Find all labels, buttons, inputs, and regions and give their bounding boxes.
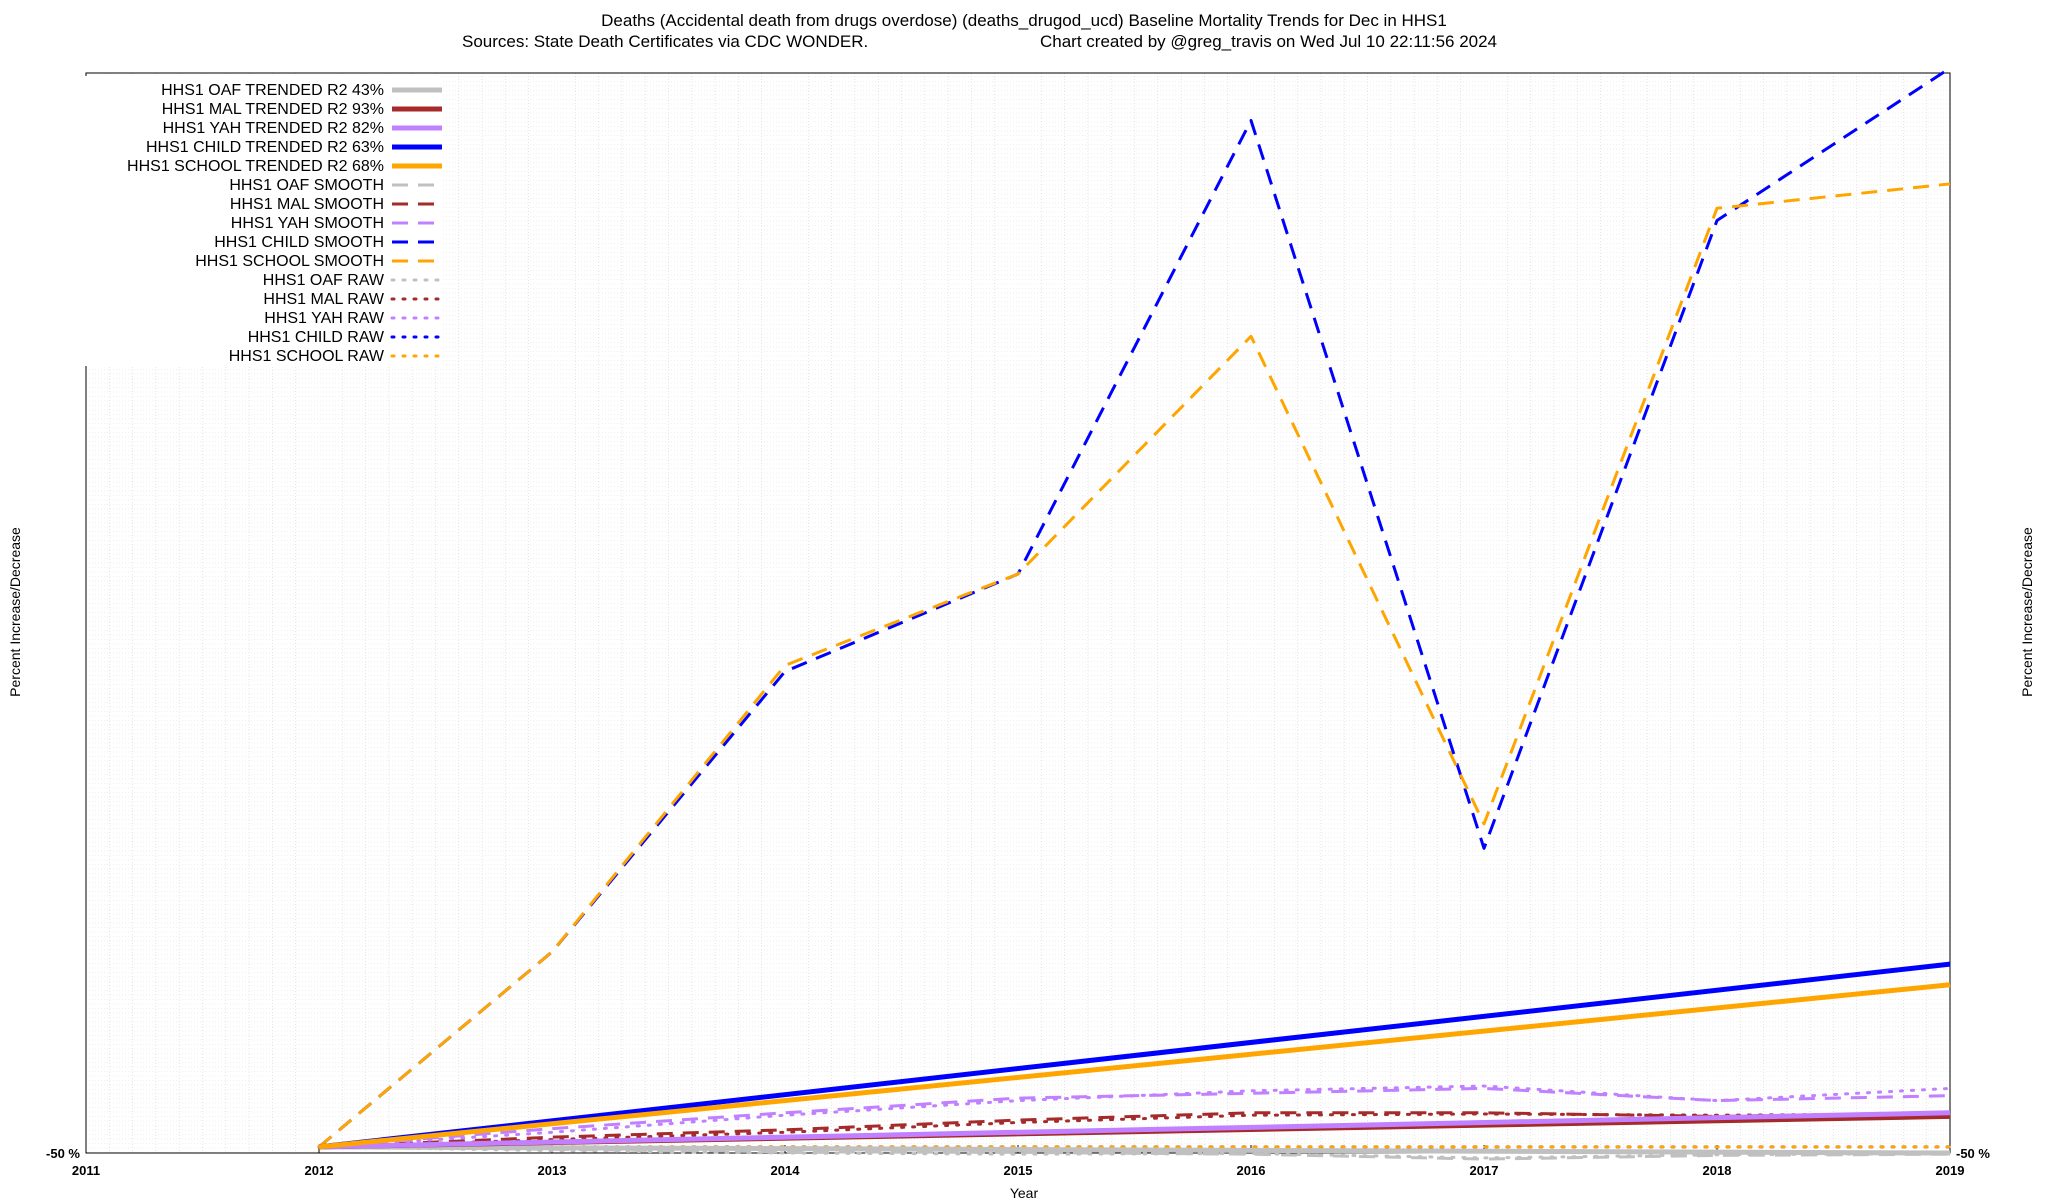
x-tick-label: 2015 (1004, 1163, 1033, 1178)
x-tick-label: 2019 (1936, 1163, 1965, 1178)
y2-axis-label: Percent Increase/Decrease (2019, 527, 2035, 697)
legend-entry-label: HHS1 YAH TRENDED R2 82% (163, 120, 384, 137)
y2-tick-label: -50 % (1956, 1146, 1990, 1161)
legend-entry-label: HHS1 MAL TRENDED R2 93% (162, 101, 384, 118)
x-tick-label: 2018 (1703, 1163, 1732, 1178)
series-lines (317, 66, 1952, 1161)
legend-entry-label: HHS1 SCHOOL SMOOTH (195, 253, 384, 270)
series-line-4 (318, 961, 1951, 1150)
series-line-3 (318, 1110, 1951, 1150)
chart-title: Deaths (Accidental death from drugs over… (462, 11, 1497, 51)
y-axis-label: Percent Increase/Decrease (7, 527, 23, 697)
legend-entry-label: HHS1 CHILD SMOOTH (214, 234, 384, 251)
series-line-10 (318, 182, 1951, 1149)
x-axis-label: Year (1010, 1185, 1039, 1200)
legend-entry-label: HHS1 MAL RAW (263, 291, 385, 308)
x-tick-label: 2017 (1470, 1163, 1499, 1178)
legend: HHS1 OAF TRENDED R2 43% HHS1 MAL TRENDED … (72, 76, 444, 366)
legend-entry-label: HHS1 OAF TRENDED R2 43% (161, 82, 384, 99)
y-tick-label: -50 % (46, 1146, 80, 1161)
x-tick-label: 2013 (538, 1163, 567, 1178)
x-tick-labels: 2011 2012 2013 2014 2015 2016 2017 2018 2019 (72, 1145, 1965, 1178)
x-tick-label: 2014 (771, 1163, 801, 1178)
x-tick-label: 2016 (1237, 1163, 1266, 1178)
legend-entry-label: HHS1 CHILD RAW (248, 329, 385, 346)
legend-entry-label: HHS1 SCHOOL TRENDED R2 68% (127, 158, 384, 175)
legend-entry-label: HHS1 YAH RAW (264, 310, 385, 327)
legend-background (72, 76, 442, 366)
legend-entry-label: HHS1 CHILD TRENDED R2 63% (146, 139, 384, 156)
series-line-7 (318, 1111, 1951, 1149)
x-tick-label: 2012 (305, 1163, 334, 1178)
chart-title-line1: Deaths (Accidental death from drugs over… (601, 11, 1447, 30)
legend-entry-label: HHS1 OAF RAW (263, 272, 385, 289)
series-line-5 (318, 982, 1951, 1150)
series-line-11 (317, 1145, 1952, 1160)
legend-entry-label: HHS1 YAH SMOOTH (231, 215, 384, 232)
legend-entry-label: HHS1 SCHOOL RAW (229, 348, 385, 365)
chart-subtitle-credit: Chart created by @greg_travis on Wed Jul… (1040, 32, 1497, 51)
chart-subtitle-sources: Sources: State Death Certificates via CD… (462, 32, 868, 51)
x-tick-label: 2011 (72, 1163, 100, 1178)
y-tick-labels: -50 % -50 % (46, 1146, 1990, 1161)
legend-entry-label: HHS1 MAL SMOOTH (230, 196, 384, 213)
series-line-12 (317, 1112, 1952, 1149)
series-line-13 (317, 1084, 1952, 1149)
series-line-1 (318, 1144, 1951, 1156)
legend-entry-label: HHS1 OAF SMOOTH (229, 177, 384, 194)
